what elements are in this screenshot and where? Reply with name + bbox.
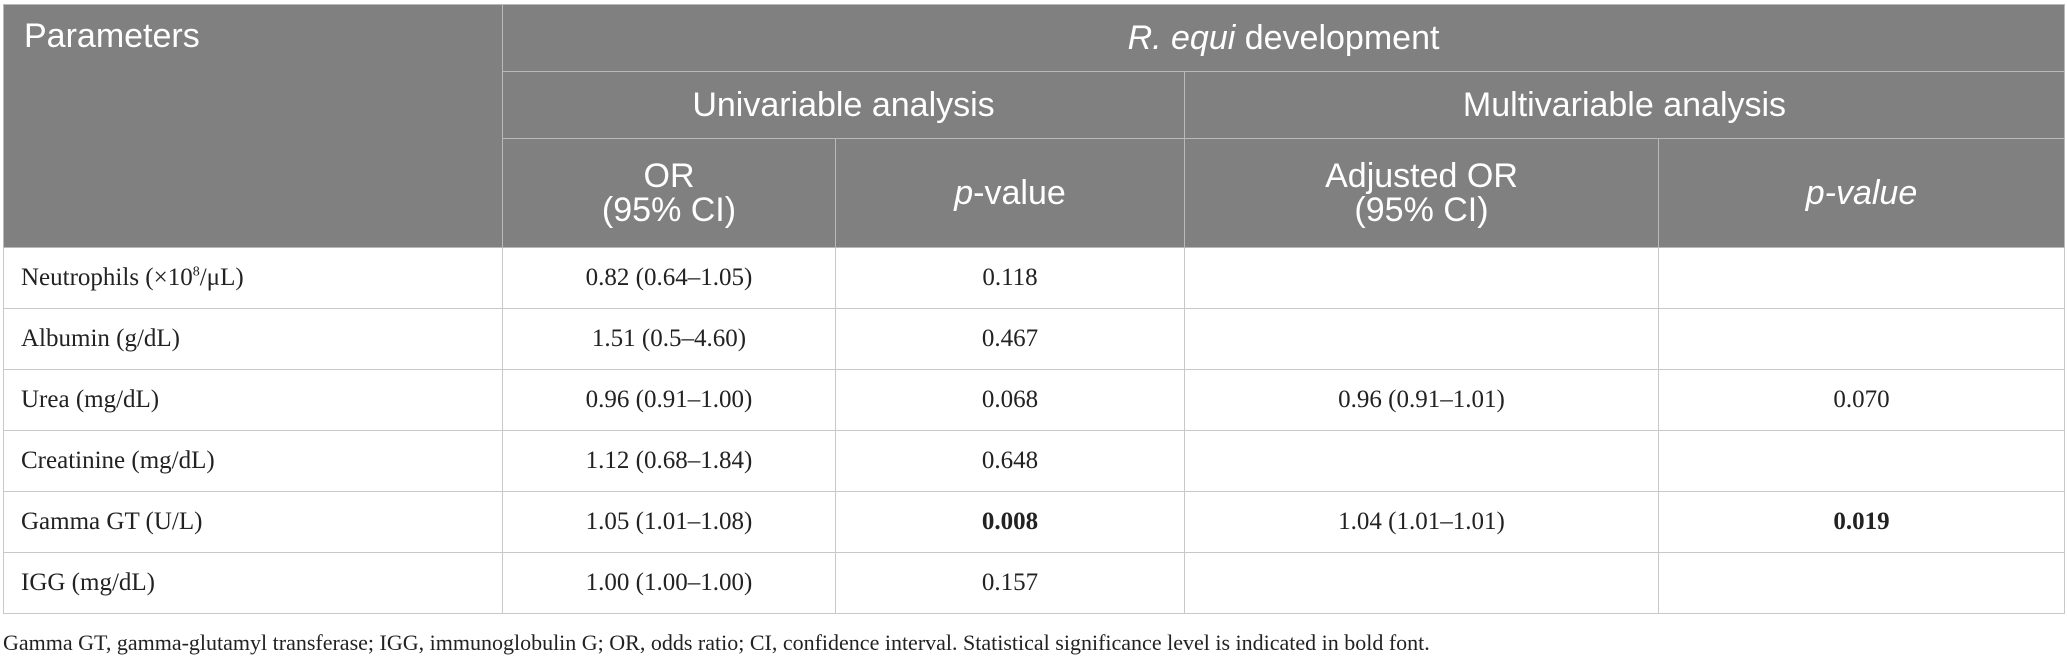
row-parameter: Neutrophils (×108/μL) — [3, 247, 503, 309]
row-p-value: 0.008 — [835, 491, 1185, 553]
multivariable-header: Multivariable analysis — [1184, 71, 2065, 139]
adjusted-or-header: Adjusted OR (95% CI) — [1184, 138, 1659, 248]
table-row: Albumin (g/dL) 1.51 (0.5–4.60) 0.467 — [3, 308, 2065, 370]
univariable-header: Univariable analysis — [502, 71, 1185, 139]
or-header: OR (95% CI) — [502, 138, 836, 248]
group-header: R. equi development — [502, 4, 2065, 72]
adj-or-header-line1: Adjusted OR — [1325, 157, 1518, 195]
row-adjusted-or — [1184, 308, 1659, 370]
row-or: 1.00 (1.00–1.00) — [502, 552, 836, 614]
results-table: Parameters R. equi development Univariab… — [3, 4, 2065, 614]
row-or: 1.05 (1.01–1.08) — [502, 491, 836, 553]
row-p-value: 0.068 — [835, 369, 1185, 431]
table-row: Creatinine (mg/dL) 1.12 (0.68–1.84) 0.64… — [3, 430, 2065, 492]
row-adjusted-p-value — [1658, 552, 2065, 614]
table-footnote: Gamma GT, gamma-glutamyl transferase; IG… — [3, 630, 1430, 655]
adj-p-italic: p-value — [1805, 174, 1918, 212]
row-parameter: Urea (mg/dL) — [3, 369, 503, 431]
row-parameter: Creatinine (mg/dL) — [3, 430, 503, 492]
row-or: 0.82 (0.64–1.05) — [502, 247, 836, 309]
row-p-value: 0.648 — [835, 430, 1185, 492]
row-adjusted-p-value: 0.019 — [1658, 491, 2065, 553]
or-header-line2: (95% CI) — [601, 191, 737, 229]
p-value-header: p-value — [835, 138, 1185, 248]
row-parameter: IGG (mg/dL) — [3, 552, 503, 614]
p-rest: -value — [973, 174, 1066, 212]
table-row: Gamma GT (U/L) 1.05 (1.01–1.08) 0.008 1.… — [3, 491, 2065, 553]
p-italic: p — [954, 174, 974, 212]
row-or: 0.96 (0.91–1.00) — [502, 369, 836, 431]
row-adjusted-or: 0.96 (0.91–1.01) — [1184, 369, 1659, 431]
row-parameter: Gamma GT (U/L) — [3, 491, 503, 553]
row-adjusted-p-value — [1658, 308, 2065, 370]
group-title-italic: R. equi — [1127, 19, 1236, 57]
row-adjusted-or: 1.04 (1.01–1.01) — [1184, 491, 1659, 553]
row-adjusted-or — [1184, 552, 1659, 614]
row-adjusted-or — [1184, 247, 1659, 309]
row-p-value: 0.118 — [835, 247, 1185, 309]
row-adjusted-or — [1184, 430, 1659, 492]
group-title-rest: development — [1235, 19, 1440, 57]
row-or: 1.51 (0.5–4.60) — [502, 308, 836, 370]
row-adjusted-p-value — [1658, 247, 2065, 309]
table-row: Neutrophils (×108/μL) 0.82 (0.64–1.05) 0… — [3, 247, 2065, 309]
adj-or-header-line2: (95% CI) — [1354, 191, 1489, 229]
row-p-value: 0.157 — [835, 552, 1185, 614]
table-row: Urea (mg/dL) 0.96 (0.91–1.00) 0.068 0.96… — [3, 369, 2065, 431]
table-row: IGG (mg/dL) 1.00 (1.00–1.00) 0.157 — [3, 552, 2065, 614]
adjusted-p-value-header: p-value — [1658, 138, 2065, 248]
row-parameter: Albumin (g/dL) — [3, 308, 503, 370]
row-adjusted-p-value — [1658, 430, 2065, 492]
or-header-line1: OR — [643, 157, 695, 195]
parameters-header: Parameters — [3, 4, 503, 248]
row-adjusted-p-value: 0.070 — [1658, 369, 2065, 431]
row-or: 1.12 (0.68–1.84) — [502, 430, 836, 492]
row-p-value: 0.467 — [835, 308, 1185, 370]
table-container: Parameters R. equi development Univariab… — [0, 4, 2067, 656]
